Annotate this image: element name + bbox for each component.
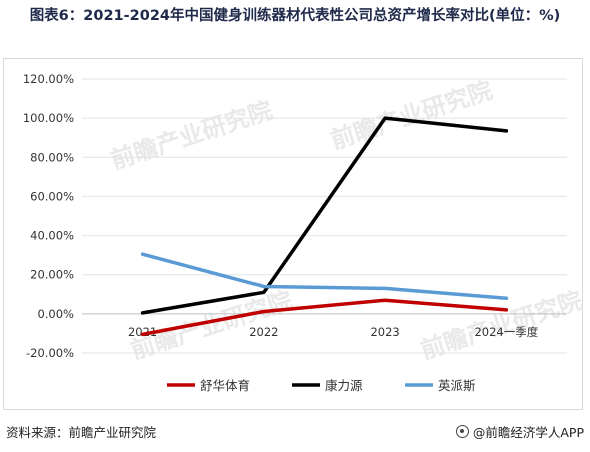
y-tick-label: 20.00% bbox=[30, 268, 74, 282]
y-tick-label: 60.00% bbox=[30, 189, 74, 203]
chart-area: 前瞻产业研究院 前瞻产业研究院 前瞻产业研究院 前瞻产业研究院 -20.00% 0.00%… bbox=[3, 58, 583, 410]
x-tick-label: 2023 bbox=[370, 325, 399, 339]
chart-title: 图表6：2021-2024年中国健身训练器材代表性公司总资产增长率对比(单位：%… bbox=[29, 8, 561, 24]
legend-label: 舒华体育 bbox=[200, 378, 250, 393]
x-tick-label: 2024一季度 bbox=[474, 325, 538, 339]
y-tick-label: 100.00% bbox=[23, 111, 74, 125]
x-tick-label: 2021 bbox=[128, 325, 157, 339]
watermark-text: 前瞻产业研究院 bbox=[107, 96, 275, 175]
y-tick-label: 80.00% bbox=[30, 150, 74, 164]
brand-label: @前瞻经济学人APP bbox=[472, 425, 584, 440]
x-tick-label: 2022 bbox=[249, 325, 278, 339]
y-tick-label: 0.00% bbox=[37, 307, 74, 321]
watermark-text: 前瞻产业研究院 bbox=[327, 76, 495, 155]
legend-label: 康力源 bbox=[325, 378, 363, 393]
series-line-3 bbox=[140, 252, 509, 300]
y-tick-label: 40.00% bbox=[30, 229, 74, 243]
series-line-1 bbox=[140, 298, 509, 337]
y-tick-label: 120.00% bbox=[23, 72, 74, 86]
series-line-2 bbox=[140, 116, 509, 315]
footer: 资料来源：前瞻产业研究院 @前瞻经济学人APP bbox=[0, 420, 590, 442]
legend-label: 英派斯 bbox=[438, 378, 476, 393]
brand-credit: @前瞻经济学人APP bbox=[455, 422, 584, 441]
y-tick-label: -20.00% bbox=[26, 346, 74, 360]
brand-logo-icon bbox=[455, 425, 469, 438]
source-note: 资料来源：前瞻产业研究院 bbox=[6, 425, 157, 440]
